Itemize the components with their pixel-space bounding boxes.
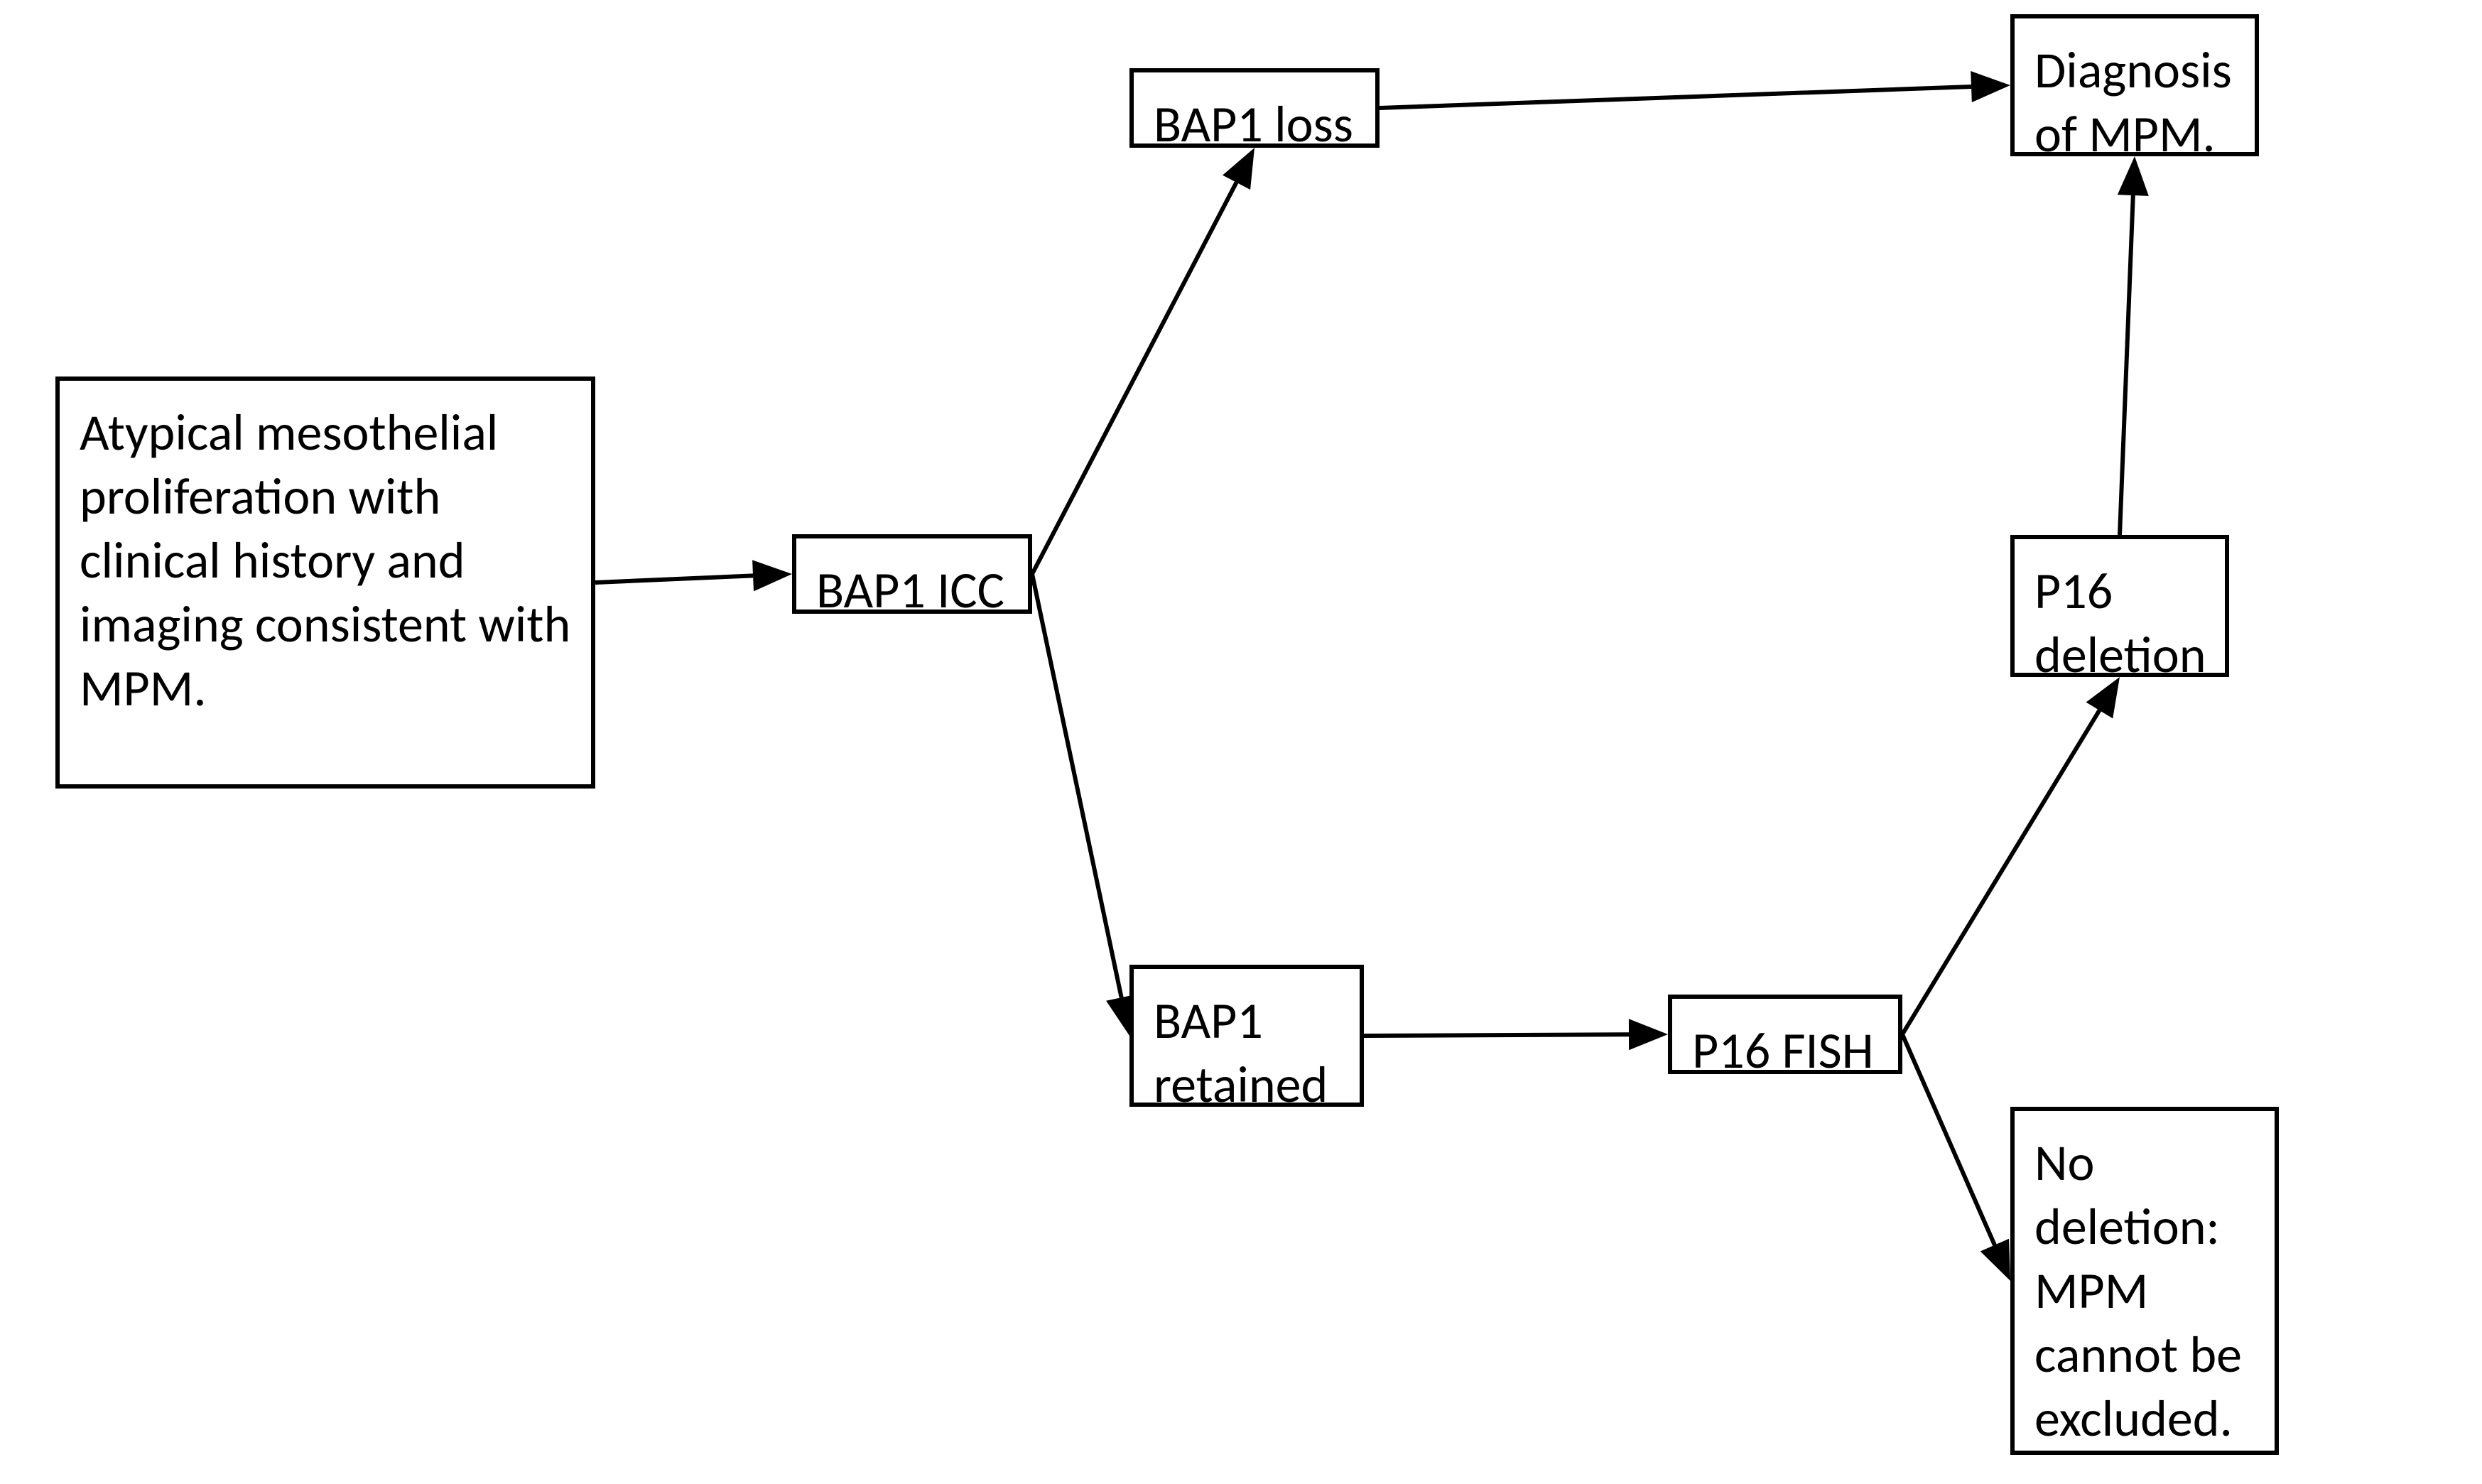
arrowhead-bap1-loss-to-diagnosis xyxy=(1971,71,2010,102)
edge-p16-fish-to-p16-deletion xyxy=(1902,710,2099,1034)
edge-p16-fish-to-no-deletion xyxy=(1902,1034,1995,1245)
edge-p16-deletion-to-diagnosis xyxy=(2120,195,2133,535)
edge-bap1-loss-to-diagnosis xyxy=(1380,87,1971,108)
arrowhead-p16-fish-to-no-deletion xyxy=(1980,1239,2010,1281)
edge-bap1-retained-to-p16-fish xyxy=(1364,1034,1629,1036)
edge-bap1-icc-to-bap1-loss xyxy=(1032,183,1237,574)
arrowhead-start-to-bap1-icc xyxy=(752,560,792,591)
node-diagnosis: Diagnosis of MPM. xyxy=(2010,14,2259,156)
edge-start-to-bap1-icc xyxy=(595,575,753,583)
edge-bap1-icc-to-bap1-retained xyxy=(1032,574,1122,997)
node-start: Atypical mesothelial proliferation with … xyxy=(55,377,595,789)
node-no-deletion: No deletion: MPM cannot be excluded. xyxy=(2010,1107,2279,1455)
flowchart-canvas: Atypical mesothelial proliferation with … xyxy=(0,0,2482,1484)
arrowhead-bap1-retained-to-p16-fish xyxy=(1629,1019,1668,1050)
node-p16-fish: P16 FISH xyxy=(1668,995,1902,1074)
node-bap1-retained: BAP1 retained xyxy=(1129,965,1364,1107)
node-bap1-loss: BAP1 loss xyxy=(1129,68,1380,148)
node-p16-deletion: P16 deletion xyxy=(2010,535,2229,677)
node-bap1-icc: BAP1 ICC xyxy=(792,534,1032,614)
